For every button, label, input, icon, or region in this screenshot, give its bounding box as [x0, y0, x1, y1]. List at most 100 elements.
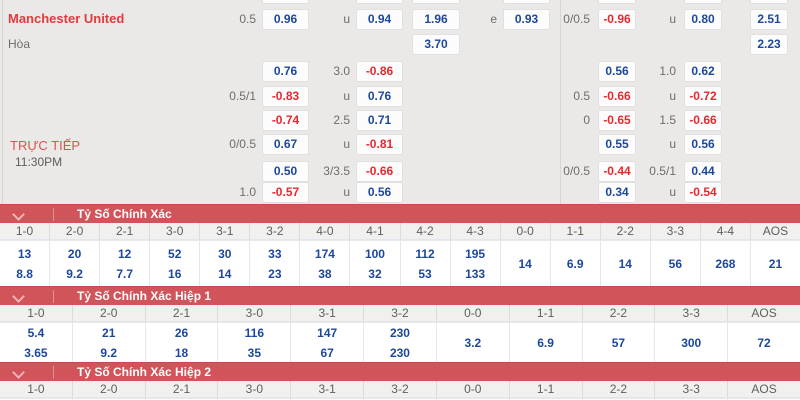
odds-value[interactable]: 8.8: [16, 266, 33, 281]
odds-value[interactable]: 16: [168, 266, 182, 281]
odds-value[interactable]: 53: [418, 266, 432, 281]
odds-value[interactable]: 32: [368, 266, 382, 281]
odds-value[interactable]: 230: [389, 325, 410, 340]
odds-value[interactable]: 18: [174, 345, 189, 360]
odds-value[interactable]: 116: [244, 325, 265, 340]
odds-value[interactable]: 30: [218, 246, 232, 261]
odds-value[interactable]: 5.4: [27, 325, 45, 340]
odds-cell[interactable]: 0.50: [262, 161, 309, 182]
odds-value[interactable]: 268: [715, 256, 736, 271]
odds-cell[interactable]: 0.62: [684, 61, 722, 82]
odds-value[interactable]: 21: [768, 256, 783, 271]
odds-value[interactable]: 33: [268, 246, 282, 261]
odds-value[interactable]: 72: [757, 335, 771, 350]
odds-value[interactable]: 174: [314, 246, 335, 261]
odds-value[interactable]: 14: [618, 256, 632, 271]
odds-cell[interactable]: -0.81: [356, 134, 403, 155]
odds-value[interactable]: 9.2: [100, 345, 118, 360]
odds-value[interactable]: 133: [465, 266, 486, 281]
odds-value[interactable]: 6.9: [566, 256, 584, 271]
odds-cell[interactable]: 2.23: [750, 34, 788, 55]
odds-cell[interactable]: 0.71: [356, 110, 403, 131]
odds-value[interactable]: 14: [218, 266, 232, 281]
odds-cell[interactable]: [412, 0, 460, 4]
line-label: 3/3.5: [323, 164, 350, 178]
odds-cell[interactable]: 2.51: [750, 9, 788, 30]
score-header: 4-4: [700, 223, 751, 240]
odds-value[interactable]: 3.65: [24, 345, 48, 360]
score-odds-column: 268: [701, 241, 751, 286]
odds-value[interactable]: 3.2: [464, 335, 482, 350]
score-header: 1-1: [509, 381, 583, 398]
odds-cell[interactable]: -0.86: [356, 61, 403, 82]
odds-value[interactable]: 9.2: [66, 266, 83, 281]
odds-cell[interactable]: [598, 0, 636, 4]
odds-cell[interactable]: -0.65: [598, 110, 636, 131]
odds-panel: Manchester United Hòa TRỰC TIẾP 11:30PM …: [2, 0, 788, 204]
odds-cell[interactable]: -0.44: [598, 161, 636, 182]
odds-cell[interactable]: 0.56: [684, 134, 722, 155]
odds-cell[interactable]: -0.66: [684, 110, 722, 131]
odds-value[interactable]: 195: [465, 246, 486, 261]
odds-value[interactable]: 100: [364, 246, 385, 261]
odds-cell[interactable]: 0.94: [356, 9, 403, 30]
odds-cell[interactable]: 0.56: [356, 182, 403, 203]
odds-value[interactable]: 26: [174, 325, 189, 340]
odds-value[interactable]: 67: [320, 345, 334, 360]
odds-cell[interactable]: 0.55: [598, 134, 636, 155]
odds-cell[interactable]: 0.80: [684, 9, 722, 30]
odds-cell[interactable]: -0.66: [356, 161, 403, 182]
odds-cell[interactable]: [356, 0, 403, 4]
odds-cell[interactable]: -0.66: [598, 86, 636, 107]
odds-value[interactable]: 300: [681, 335, 702, 350]
odds-cell[interactable]: [262, 0, 309, 4]
banner-divider: [53, 366, 54, 379]
score-odds-column: 112 53: [401, 241, 451, 286]
odds-cell[interactable]: -0.74: [262, 110, 309, 131]
odds-cell[interactable]: 0.56: [598, 61, 636, 82]
odds-cell[interactable]: 0.34: [598, 182, 636, 203]
odds-cell[interactable]: 1.96: [412, 9, 460, 30]
odds-value[interactable]: 12: [117, 246, 132, 261]
odds-cell[interactable]: 0.76: [356, 86, 403, 107]
odds-cell[interactable]: -0.83: [262, 86, 309, 107]
odds-value[interactable]: 57: [611, 335, 626, 350]
odds-value[interactable]: 52: [168, 246, 182, 261]
score-odds-column: 6.9: [510, 323, 583, 362]
odds-cell[interactable]: 0.67: [262, 134, 309, 155]
odds-cell[interactable]: -0.54: [684, 182, 722, 203]
score-odds-column: 116 35: [218, 323, 292, 362]
odds-value[interactable]: 6.9: [537, 335, 554, 350]
odds-cell[interactable]: [684, 0, 722, 4]
score-odds-column: 6.9: [551, 241, 601, 286]
odds-cell[interactable]: -0.72: [684, 86, 722, 107]
odds-value[interactable]: 112: [415, 246, 435, 261]
odds-value[interactable]: 38: [318, 266, 332, 281]
odds-value[interactable]: 14: [518, 256, 532, 271]
score-header: 4-1: [350, 223, 401, 240]
odds-value[interactable]: 230: [389, 345, 410, 360]
section-banner-second-half[interactable]: Tỷ Số Chính Xác Hiệp 2: [0, 362, 800, 381]
score-odds-column: 21 9.2: [73, 323, 146, 362]
odds-value[interactable]: 23: [268, 266, 282, 281]
odds-value[interactable]: 56: [668, 256, 683, 271]
odds-cell[interactable]: 0.44: [684, 161, 722, 182]
odds-value[interactable]: 147: [317, 325, 338, 340]
odds-value[interactable]: 20: [67, 246, 82, 261]
odds-cell[interactable]: -0.96: [598, 9, 636, 30]
section-banner-first-half[interactable]: Tỷ Số Chính Xác Hiệp 1: [0, 286, 800, 305]
score-header: 3-1: [200, 223, 251, 240]
odds-cell[interactable]: [750, 0, 788, 4]
odds-cell[interactable]: [503, 0, 550, 4]
odds-value[interactable]: 21: [102, 325, 116, 340]
odds-cell[interactable]: 0.96: [262, 9, 309, 30]
odds-cell[interactable]: -0.57: [262, 182, 309, 203]
odds-cell[interactable]: 0.93: [503, 9, 550, 30]
section-banner-correct-score[interactable]: Tỷ Số Chính Xác: [0, 204, 800, 223]
odds-value[interactable]: 35: [247, 345, 262, 360]
odds-cell[interactable]: 0.76: [262, 61, 309, 82]
odds-cell[interactable]: 3.70: [412, 34, 460, 55]
odds-value[interactable]: 7.7: [116, 266, 133, 281]
score-odds-column: 100 32: [350, 241, 401, 286]
odds-value[interactable]: 13: [17, 246, 32, 261]
